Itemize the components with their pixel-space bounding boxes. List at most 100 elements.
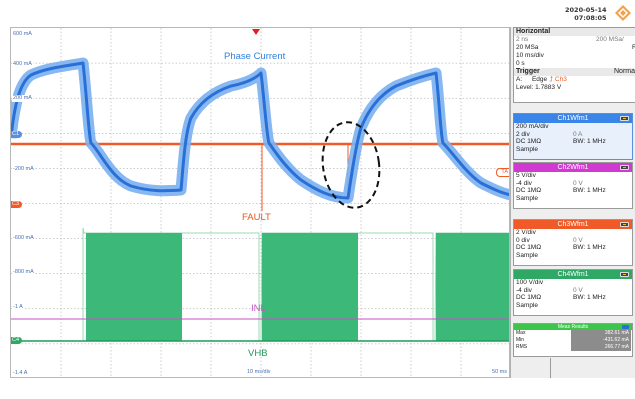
trigger-title: Trigger xyxy=(516,68,540,75)
meas-name: RMS xyxy=(516,344,528,350)
meas-row-min: Min -431.62 mA xyxy=(514,337,632,344)
ch3-coupling: DC 1MΩ xyxy=(516,244,542,252)
y-label-2: 400 mA xyxy=(12,61,33,68)
ch4-offset-row: -4 div 0 V xyxy=(516,287,632,295)
trigger-type: Edge xyxy=(531,76,548,83)
trigger-level: Level: 1.7883 V xyxy=(516,84,562,91)
meas-value: 382.61 mA xyxy=(571,330,631,337)
record-length: 20 MSa xyxy=(516,44,539,51)
ch1-mode: Sample xyxy=(516,145,539,153)
ch3-menu-icon[interactable] xyxy=(620,222,629,227)
ch1-scale: 200 mA/div xyxy=(516,123,549,130)
time-scale-label: 10 ms/div xyxy=(247,369,271,375)
ch2-coupling: DC 1MΩ xyxy=(516,187,542,195)
timestamp-date: 2020-05-14 xyxy=(565,6,607,14)
ch3-mode: Sample xyxy=(516,251,539,259)
vhb-label: VHB xyxy=(248,348,268,359)
ch4-offset-marker[interactable]: C4 xyxy=(11,337,23,344)
ch1-settings-box[interactable]: Ch1Wfm1 200 mA/div 2 div 0 A DC 1MΩ BW: 1 … xyxy=(513,113,633,160)
ch1-offset-row: 2 div 0 A xyxy=(516,131,632,139)
ch1-phase-current-trace xyxy=(11,57,509,204)
trigger-header: Trigger Norma xyxy=(514,68,635,76)
rohde-schwarz-logo-icon xyxy=(615,5,631,21)
horizontal-position: 0 s xyxy=(516,60,525,67)
ch1-title: Ch1Wfm1 xyxy=(514,114,632,123)
waveform-plot xyxy=(11,28,509,377)
ch2-offset-row: -4 div 0 V xyxy=(516,180,632,188)
ch3-title-text: Ch3Wfm1 xyxy=(557,221,589,228)
ch4-scale: 100 V/div xyxy=(516,279,544,286)
ch2-scale: 5 V/div xyxy=(516,172,536,179)
meas-row-max: Max 382.61 mA xyxy=(514,330,632,337)
meas-value: -431.62 mA xyxy=(571,337,631,344)
timestamp: 2020-05-14 07:08:05 xyxy=(565,6,607,22)
ch3-settings-box[interactable]: Ch3Wfm1 2 V/div 0 div 0 V DC 1MΩ BW: 1 MHz… xyxy=(513,219,633,266)
ch2-title-text: Ch2Wfm1 xyxy=(557,164,589,171)
ch2-bandwidth: BW: 1 MHz xyxy=(573,187,606,195)
time-scale: 10 ms/div xyxy=(516,52,544,59)
sample-rate: 200 MSa/ xyxy=(596,36,624,43)
meas-row-rms: RMS 266.77 mA xyxy=(514,344,632,351)
waveform-display[interactable]: 600 mA 400 mA 200 mA -200 mA -600 mA -80… xyxy=(10,27,510,378)
ch2-title: Ch2Wfm1 xyxy=(514,163,632,172)
ch3-offset-row: 0 div 0 V xyxy=(516,237,632,245)
fault-label: FAULT xyxy=(242,212,271,223)
y-label-6: -800 mA xyxy=(12,269,35,276)
ch3-offset-marker[interactable]: C3 xyxy=(11,201,23,208)
trigger-source: Ch3 xyxy=(554,76,567,83)
ch3-offset: 0 div xyxy=(516,236,530,244)
trigger-mode: Norma xyxy=(614,68,635,75)
ch4-coupling: DC 1MΩ xyxy=(516,294,542,302)
ch2-offset-value: 0 V xyxy=(573,179,583,187)
horizontal-trigger-info[interactable]: Horizontal 2 ns 200 MSa/ 20 MSa R 10 ms/… xyxy=(513,27,635,103)
y-label-8: -1.4 A xyxy=(12,370,29,377)
trigger-level-marker[interactable]: TA xyxy=(496,168,509,177)
ch4-bandwidth: BW: 1 MHz xyxy=(573,294,606,302)
y-label-5: -600 mA xyxy=(12,235,35,242)
measurement-title: Meas Results xyxy=(514,324,632,330)
ch4-vhb-trace xyxy=(11,227,509,342)
meas-name: Min xyxy=(516,337,525,343)
resolution: 2 ns xyxy=(516,36,529,43)
y-label-4: -200 mA xyxy=(12,166,35,173)
ch2-offset: -4 div xyxy=(516,179,532,187)
ch4-coupling-row: DC 1MΩ BW: 1 MHz xyxy=(516,294,632,302)
ch4-menu-icon[interactable] xyxy=(620,272,629,277)
ch4-settings-box[interactable]: Ch4Wfm1 100 V/div -4 div 0 V DC 1MΩ BW: 1 … xyxy=(513,269,633,316)
ch2-coupling-row: DC 1MΩ BW: 1 MHz xyxy=(516,187,632,195)
ch2-mode: Sample xyxy=(516,194,539,202)
y-label-3: 200 mA xyxy=(12,95,33,102)
ch1-coupling-row: DC 1MΩ BW: 1 MHz xyxy=(516,138,632,146)
ch1-bandwidth: BW: 1 MHz xyxy=(573,138,606,146)
ch4-offset-value: 0 V xyxy=(573,286,583,294)
ch1-offset-marker[interactable]: C1 xyxy=(11,131,23,138)
record-mode: R xyxy=(632,44,635,52)
ch3-bandwidth: BW: 1 MHz xyxy=(573,244,606,252)
measurement-results-box[interactable]: Meas Results Max 382.61 mA Min -431.62 mA … xyxy=(513,323,633,357)
ch3-coupling-row: DC 1MΩ BW: 1 MHz xyxy=(516,244,632,252)
timestamp-time: 07:08:05 xyxy=(574,14,607,22)
meas-name: Max xyxy=(516,330,526,336)
trigger-position-icon[interactable] xyxy=(252,29,260,35)
y-label-1: 600 mA xyxy=(12,31,33,38)
side-panel: Horizontal 2 ns 200 MSa/ 20 MSa R 10 ms/… xyxy=(510,27,635,378)
horizontal-row-1: 2 ns 200 MSa/ xyxy=(514,36,635,44)
ch4-offset: -4 div xyxy=(516,286,532,294)
ch4-title-text: Ch4Wfm1 xyxy=(557,271,589,278)
time-end-label: 50 ms xyxy=(492,369,507,375)
ch3-offset-value: 0 V xyxy=(573,236,583,244)
panel-divider xyxy=(550,358,551,378)
inl-label: INL xyxy=(251,303,266,314)
trigger-source-row: A: Edge ⮥ Ch3 xyxy=(514,76,635,84)
ch2-menu-icon[interactable] xyxy=(620,165,629,170)
rising-edge-icon: ⮥ xyxy=(548,76,554,83)
ch3-title: Ch3Wfm1 xyxy=(514,220,632,229)
y-label-7: -1 A xyxy=(12,304,24,311)
horizontal-row-2: 20 MSa R xyxy=(514,44,635,52)
ch3-fault-trace xyxy=(11,142,509,211)
ch1-offset-value: 0 A xyxy=(573,130,583,138)
ch2-settings-box[interactable]: Ch2Wfm1 5 V/div -4 div 0 V DC 1MΩ BW: 1 MH… xyxy=(513,162,633,209)
ch1-menu-icon[interactable] xyxy=(620,116,629,121)
ch3-scale: 2 V/div xyxy=(516,229,536,236)
ch1-offset: 2 div xyxy=(516,130,530,138)
